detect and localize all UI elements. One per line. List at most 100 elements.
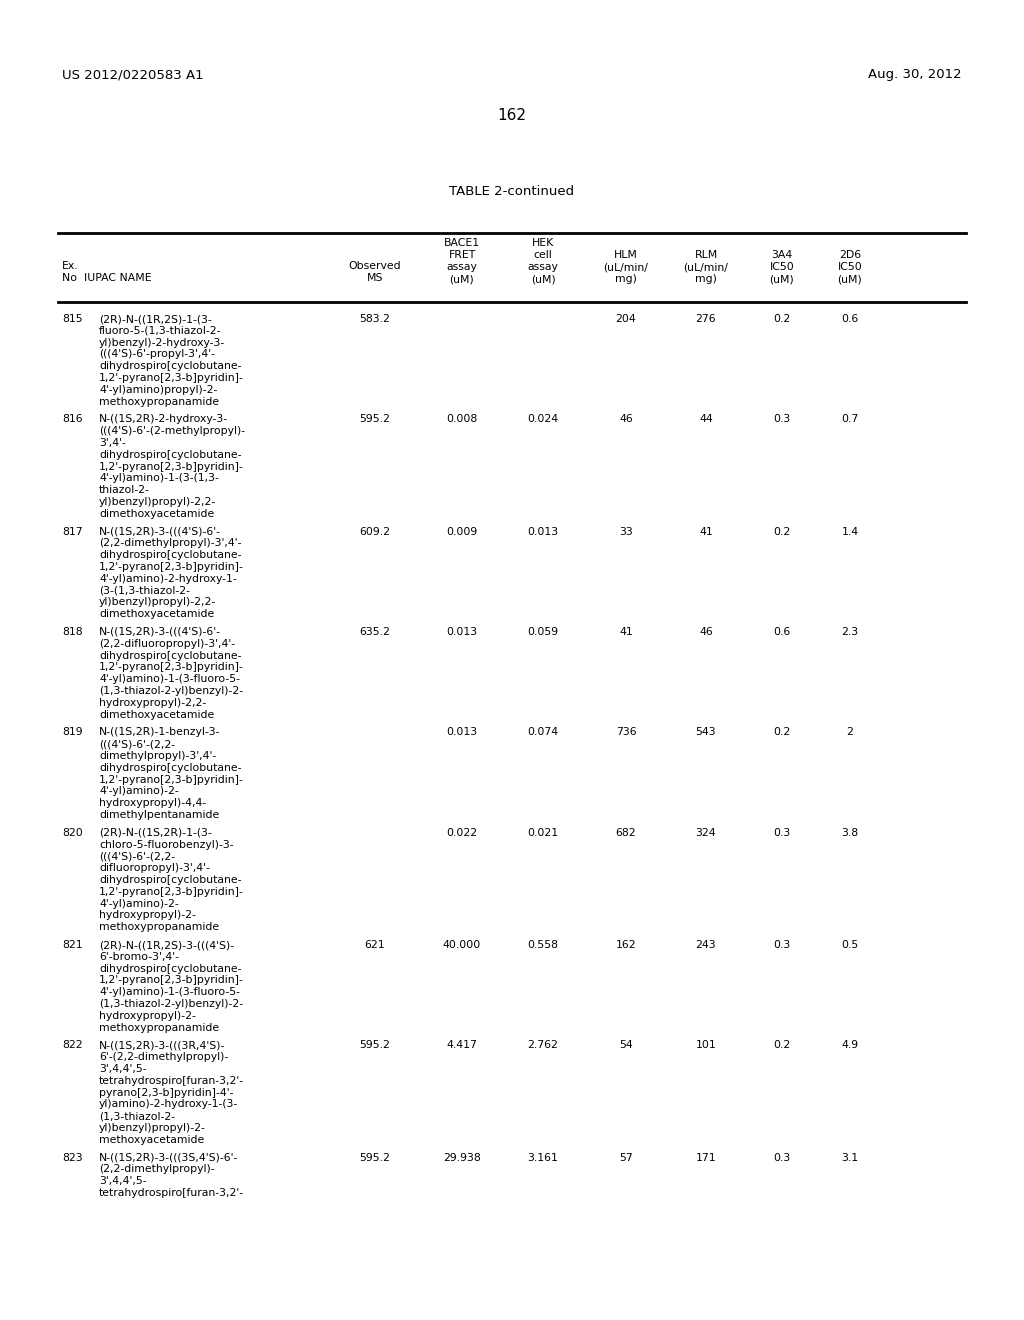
Text: (2R)-N-((1R,2S)-1-(3-: (2R)-N-((1R,2S)-1-(3-	[99, 314, 212, 323]
Text: 815: 815	[62, 314, 83, 323]
Text: 1,2'-pyrano[2,3-b]pyridin]-: 1,2'-pyrano[2,3-b]pyridin]-	[99, 887, 244, 896]
Text: 3',4'-: 3',4'-	[99, 438, 126, 447]
Text: 0.6: 0.6	[773, 627, 791, 638]
Text: 1,2'-pyrano[2,3-b]pyridin]-: 1,2'-pyrano[2,3-b]pyridin]-	[99, 775, 244, 784]
Text: yl)benzyl)propyl)-2,2-: yl)benzyl)propyl)-2,2-	[99, 498, 216, 507]
Text: 0.059: 0.059	[527, 627, 558, 638]
Text: 44: 44	[699, 414, 713, 425]
Text: 1,2'-pyrano[2,3-b]pyridin]-: 1,2'-pyrano[2,3-b]pyridin]-	[99, 562, 244, 572]
Text: 0.2: 0.2	[773, 314, 791, 323]
Text: 33: 33	[620, 527, 633, 537]
Text: dimethoxyacetamide: dimethoxyacetamide	[99, 710, 214, 719]
Text: (uL/min/: (uL/min/	[684, 261, 728, 272]
Text: dimethoxyacetamide: dimethoxyacetamide	[99, 610, 214, 619]
Text: 162: 162	[615, 940, 636, 950]
Text: 4'-yl)amino)-2-: 4'-yl)amino)-2-	[99, 787, 179, 796]
Text: 0.3: 0.3	[773, 1152, 791, 1163]
Text: No  IUPAC NAME: No IUPAC NAME	[62, 273, 152, 282]
Text: (1,3-thiazol-2-yl)benzyl)-2-: (1,3-thiazol-2-yl)benzyl)-2-	[99, 999, 243, 1008]
Text: 0.024: 0.024	[527, 414, 558, 425]
Text: 1,2'-pyrano[2,3-b]pyridin]-: 1,2'-pyrano[2,3-b]pyridin]-	[99, 663, 244, 672]
Text: dihydrospiro[cyclobutane-: dihydrospiro[cyclobutane-	[99, 763, 242, 772]
Text: 41: 41	[620, 627, 633, 638]
Text: dimethylpropyl)-3',4'-: dimethylpropyl)-3',4'-	[99, 751, 216, 762]
Text: hydroxypropyl)-2,2-: hydroxypropyl)-2,2-	[99, 698, 206, 708]
Text: N-((1S,2R)-1-benzyl-3-: N-((1S,2R)-1-benzyl-3-	[99, 727, 220, 738]
Text: 595.2: 595.2	[359, 1152, 390, 1163]
Text: 40.000: 40.000	[442, 940, 481, 950]
Text: 1,2'-pyrano[2,3-b]pyridin]-: 1,2'-pyrano[2,3-b]pyridin]-	[99, 374, 244, 383]
Text: 3.1: 3.1	[842, 1152, 858, 1163]
Text: 820: 820	[62, 828, 83, 838]
Text: 583.2: 583.2	[359, 314, 390, 323]
Text: dihydrospiro[cyclobutane-: dihydrospiro[cyclobutane-	[99, 362, 242, 371]
Text: difluoropropyl)-3',4'-: difluoropropyl)-3',4'-	[99, 863, 210, 874]
Text: 2D6: 2D6	[839, 249, 861, 260]
Text: (((4'S)-6'-(2-methylpropyl)-: (((4'S)-6'-(2-methylpropyl)-	[99, 426, 245, 436]
Text: 3',4,4',5-: 3',4,4',5-	[99, 1064, 146, 1074]
Text: MS: MS	[367, 273, 383, 282]
Text: Aug. 30, 2012: Aug. 30, 2012	[868, 69, 962, 81]
Text: 41: 41	[699, 527, 713, 537]
Text: 821: 821	[62, 940, 83, 950]
Text: 2.3: 2.3	[842, 627, 858, 638]
Text: (2,2-difluoropropyl)-3',4'-: (2,2-difluoropropyl)-3',4'-	[99, 639, 236, 649]
Text: (uM): (uM)	[530, 275, 555, 284]
Text: 29.938: 29.938	[443, 1152, 481, 1163]
Text: dihydrospiro[cyclobutane-: dihydrospiro[cyclobutane-	[99, 550, 242, 560]
Text: 0.2: 0.2	[773, 727, 791, 738]
Text: 0.6: 0.6	[842, 314, 859, 323]
Text: 0.5: 0.5	[842, 940, 859, 950]
Text: 4.9: 4.9	[842, 1040, 858, 1051]
Text: (2R)-N-((1S,2R)-1-(3-: (2R)-N-((1S,2R)-1-(3-	[99, 828, 212, 838]
Text: 0.3: 0.3	[773, 828, 791, 838]
Text: 1,2'-pyrano[2,3-b]pyridin]-: 1,2'-pyrano[2,3-b]pyridin]-	[99, 975, 244, 986]
Text: 6'-bromo-3',4'-: 6'-bromo-3',4'-	[99, 952, 179, 962]
Text: 324: 324	[695, 828, 717, 838]
Text: US 2012/0220583 A1: US 2012/0220583 A1	[62, 69, 204, 81]
Text: (((4'S)-6'-(2,2-: (((4'S)-6'-(2,2-	[99, 739, 175, 750]
Text: methoxypropanamide: methoxypropanamide	[99, 1023, 219, 1032]
Text: 1.4: 1.4	[842, 527, 858, 537]
Text: 0.2: 0.2	[773, 1040, 791, 1051]
Text: (1,3-thiazol-2-yl)benzyl)-2-: (1,3-thiazol-2-yl)benzyl)-2-	[99, 686, 243, 696]
Text: 0.022: 0.022	[446, 828, 477, 838]
Text: 46: 46	[620, 414, 633, 425]
Text: 3A4: 3A4	[771, 249, 793, 260]
Text: (((4'S)-6'-(2,2-: (((4'S)-6'-(2,2-	[99, 851, 175, 862]
Text: 819: 819	[62, 727, 83, 738]
Text: 2: 2	[847, 727, 853, 738]
Text: 0.013: 0.013	[446, 627, 477, 638]
Text: methoxyacetamide: methoxyacetamide	[99, 1135, 204, 1144]
Text: 595.2: 595.2	[359, 1040, 390, 1051]
Text: 635.2: 635.2	[359, 627, 390, 638]
Text: thiazol-2-: thiazol-2-	[99, 486, 150, 495]
Text: methoxypropanamide: methoxypropanamide	[99, 396, 219, 407]
Text: 0.021: 0.021	[527, 828, 558, 838]
Text: 818: 818	[62, 627, 83, 638]
Text: yl)benzyl)propyl)-2,2-: yl)benzyl)propyl)-2,2-	[99, 598, 216, 607]
Text: dimethylpentanamide: dimethylpentanamide	[99, 810, 219, 820]
Text: tetrahydrospiro[furan-3,2'-: tetrahydrospiro[furan-3,2'-	[99, 1076, 244, 1086]
Text: 4'-yl)amino)-1-(3-(1,3-: 4'-yl)amino)-1-(3-(1,3-	[99, 474, 219, 483]
Text: (2R)-N-((1R,2S)-3-(((4'S)-: (2R)-N-((1R,2S)-3-(((4'S)-	[99, 940, 234, 950]
Text: yl)benzyl)propyl)-2-: yl)benzyl)propyl)-2-	[99, 1123, 206, 1133]
Text: 276: 276	[695, 314, 717, 323]
Text: cell: cell	[534, 249, 552, 260]
Text: 3',4,4',5-: 3',4,4',5-	[99, 1176, 146, 1187]
Text: 4'-yl)amino)-1-(3-fluoro-5-: 4'-yl)amino)-1-(3-fluoro-5-	[99, 675, 240, 684]
Text: 57: 57	[620, 1152, 633, 1163]
Text: 543: 543	[695, 727, 717, 738]
Text: N-((1S,2R)-3-(((3S,4'S)-6'-: N-((1S,2R)-3-(((3S,4'S)-6'-	[99, 1152, 239, 1163]
Text: (uM): (uM)	[450, 275, 474, 284]
Text: BACE1: BACE1	[444, 238, 480, 248]
Text: 4'-yl)amino)-2-hydroxy-1-: 4'-yl)amino)-2-hydroxy-1-	[99, 574, 237, 583]
Text: IC50: IC50	[770, 261, 795, 272]
Text: fluoro-5-(1,3-thiazol-2-: fluoro-5-(1,3-thiazol-2-	[99, 326, 221, 335]
Text: 0.008: 0.008	[446, 414, 477, 425]
Text: (uM): (uM)	[770, 275, 795, 284]
Text: hydroxypropyl)-2-: hydroxypropyl)-2-	[99, 911, 196, 920]
Text: 6'-(2,2-dimethylpropyl)-: 6'-(2,2-dimethylpropyl)-	[99, 1052, 228, 1063]
Text: 0.2: 0.2	[773, 527, 791, 537]
Text: FRET: FRET	[449, 249, 475, 260]
